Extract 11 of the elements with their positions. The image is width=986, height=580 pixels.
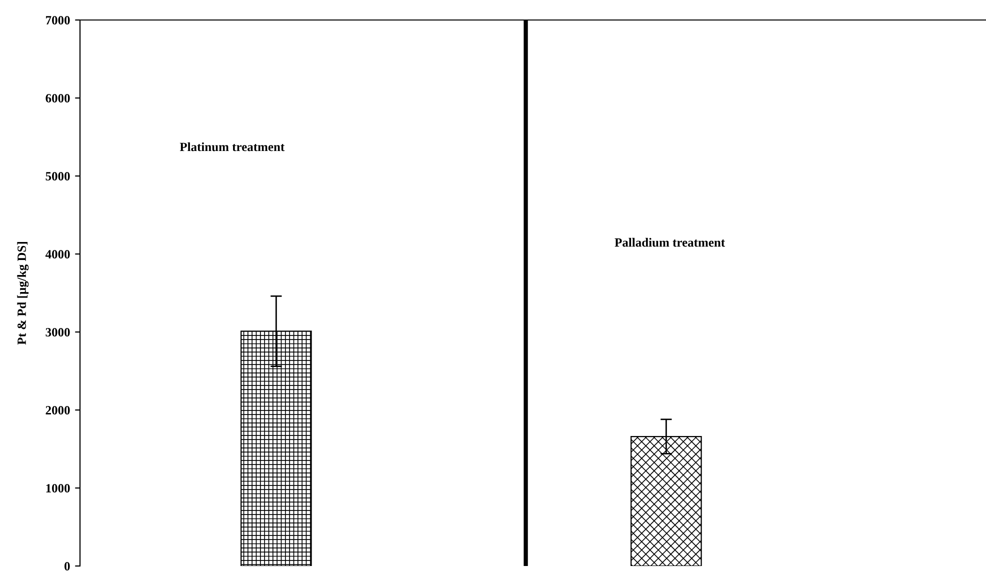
annotation: Platinum treatment [180,142,285,152]
y-tick-label: 6000 [46,94,70,102]
y-tick-label: 0 [64,562,70,570]
y-tick-label: 5000 [46,172,70,180]
y-tick-label: 3000 [46,328,70,336]
y-tick-label: 7000 [46,16,70,24]
y-axis-title: Pt & Pd [µg/kg DS] [17,242,29,345]
y-tick-label: 1000 [46,484,70,492]
annotation: Palladium treatment [614,238,726,247]
y-tick-label: 4000 [45,250,70,258]
y-tick-label: 2000 [46,406,70,414]
